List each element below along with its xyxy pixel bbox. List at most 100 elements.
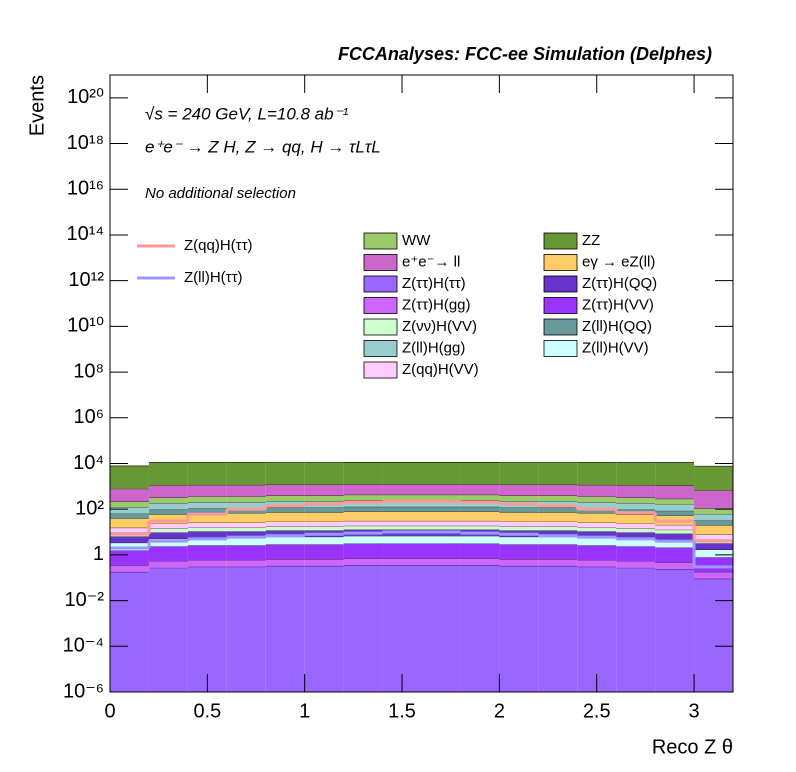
stack-segment: [421, 506, 461, 512]
stack-segment: [655, 524, 695, 530]
stack-segment: [616, 503, 656, 510]
stack-segment: [499, 565, 539, 692]
stack-segment: [460, 462, 500, 485]
stack-segment: [148, 567, 188, 692]
stack-segment: [226, 531, 266, 538]
stack-segment: [265, 530, 305, 537]
stack-segment: [694, 557, 733, 572]
stack-segment: [421, 558, 461, 566]
stack-segment: [343, 494, 383, 501]
stack-segment: [265, 495, 305, 502]
x-tick-label: 1: [299, 700, 310, 722]
stack-segment: [304, 484, 344, 496]
stack-segment: [226, 496, 266, 503]
y-tick-label: 10²⁰: [67, 86, 104, 108]
legend-label: e⁺e⁻→ ll: [402, 253, 460, 270]
stack-segment: [265, 526, 305, 531]
legend-swatch: [543, 297, 578, 314]
y-tick-label: 10⁻²: [65, 589, 105, 611]
stack-segment: [343, 506, 383, 512]
stack-segment: [110, 501, 149, 508]
stack-segment: [382, 462, 422, 485]
stack-segment: [148, 546, 188, 562]
y-tick-label: 10⁻⁶: [63, 680, 104, 702]
stack-segment: [382, 500, 422, 507]
stack-segment: [343, 462, 383, 485]
stack-segment: [421, 525, 461, 530]
chart-title: FCCAnalyses: FCC-ee Simulation (Delphes): [338, 44, 712, 64]
stack-segment: [538, 484, 578, 496]
legend-label: Z(ll)H(QQ): [582, 318, 652, 335]
stack-segment: [304, 495, 344, 502]
legend-label: Z(ll)H(VV): [582, 339, 649, 356]
y-tick-label: 10¹⁴: [67, 223, 105, 245]
stack-segment: [616, 532, 656, 539]
stack-segment: [577, 484, 617, 497]
stack-segment: [616, 497, 656, 504]
stack-segment: [187, 508, 227, 514]
stack-segment: [421, 520, 461, 526]
stack-segment: [343, 543, 383, 559]
stack-segment: [655, 547, 695, 563]
y-axis-label: Events: [26, 75, 48, 136]
legend-label: Z(νν)H(VV): [402, 318, 477, 335]
stack-segment: [577, 513, 617, 523]
y-tick-label: 10⁴: [73, 452, 104, 474]
stack-segment: [265, 544, 305, 560]
stack-segment: [694, 534, 733, 540]
stack-segment: [655, 462, 695, 486]
stack-segment: [265, 462, 305, 485]
stack-segment: [499, 526, 539, 531]
stack-segment: [577, 537, 617, 546]
stack-segment: [538, 536, 578, 545]
plot-area: [110, 462, 733, 692]
stack-segment: [148, 503, 188, 510]
stack-segment: [382, 511, 422, 521]
stack-segment: [187, 537, 227, 546]
stack-segment: [538, 526, 578, 531]
stack-segment: [304, 521, 344, 527]
y-tick-label: 10⁶: [74, 406, 104, 428]
stack-segment: [616, 538, 656, 547]
stack-segment: [187, 484, 227, 497]
stack-segment: [499, 484, 539, 496]
stack-segment: [382, 520, 422, 526]
legend-swatch: [543, 340, 578, 357]
y-tick-label: 10¹²: [68, 269, 104, 291]
stack-segment: [343, 535, 383, 544]
stack-segment: [148, 523, 188, 529]
x-tick-label: 2: [494, 700, 505, 722]
stack-segment: [538, 544, 578, 560]
stack-segment: [265, 507, 305, 513]
stack-segment: [460, 558, 500, 566]
stack-segment: [187, 462, 227, 485]
y-tick-label: 10¹⁸: [67, 132, 104, 154]
stack-segment: [187, 559, 227, 567]
stack-segment: [343, 520, 383, 526]
legend-swatch: [543, 318, 578, 336]
stack-segment: [382, 565, 422, 692]
stack-segment: [343, 525, 383, 530]
y-tick-label: 10¹⁰: [67, 315, 104, 337]
stack-segment: [110, 571, 149, 692]
stack-segment: [577, 522, 617, 528]
stack-segment: [460, 543, 500, 559]
stack-segment: [460, 520, 500, 526]
legend-label: ZZ: [582, 232, 600, 249]
annotation: e⁺e⁻ → Z H, Z → qq, H → τLτL: [145, 137, 381, 156]
stack-segment: [616, 546, 656, 562]
legend-swatch: [363, 318, 398, 336]
legend-swatch: [363, 361, 398, 379]
stack-segment: [187, 496, 227, 503]
stack-segment: [226, 559, 266, 567]
stack-segment: [187, 527, 227, 532]
stack-segment: [421, 484, 461, 495]
stack-segment: [538, 559, 578, 566]
stack-segment: [694, 513, 733, 521]
annotation: No additional selection: [145, 185, 296, 202]
stack-segment: [616, 561, 656, 568]
stack-segment: [694, 549, 733, 558]
stack-segment: [148, 561, 188, 568]
stack-segment: [187, 502, 227, 509]
